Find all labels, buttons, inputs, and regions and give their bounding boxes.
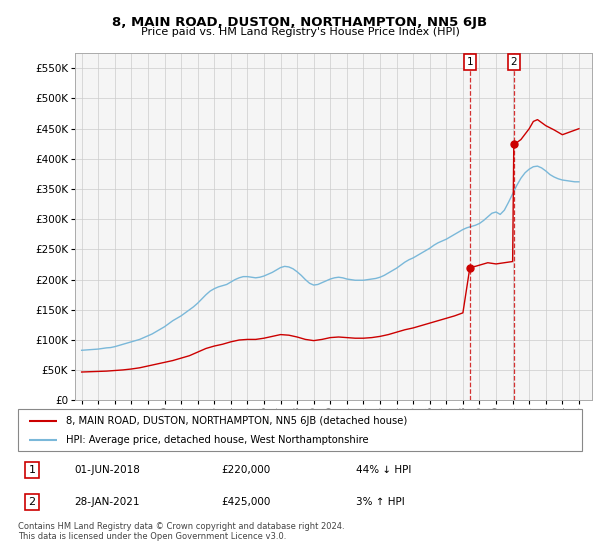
FancyBboxPatch shape	[18, 409, 582, 451]
Text: 44% ↓ HPI: 44% ↓ HPI	[356, 465, 412, 475]
Text: 1: 1	[467, 57, 473, 67]
Text: £425,000: £425,000	[221, 497, 271, 507]
Text: 01-JUN-2018: 01-JUN-2018	[74, 465, 140, 475]
Text: £220,000: £220,000	[221, 465, 270, 475]
Text: Contains HM Land Registry data © Crown copyright and database right 2024.
This d: Contains HM Land Registry data © Crown c…	[18, 522, 344, 542]
Text: 8, MAIN ROAD, DUSTON, NORTHAMPTON, NN5 6JB (detached house): 8, MAIN ROAD, DUSTON, NORTHAMPTON, NN5 6…	[66, 416, 407, 426]
Text: 1: 1	[29, 465, 35, 475]
Text: Price paid vs. HM Land Registry's House Price Index (HPI): Price paid vs. HM Land Registry's House …	[140, 27, 460, 37]
Text: 28-JAN-2021: 28-JAN-2021	[74, 497, 140, 507]
Text: 3% ↑ HPI: 3% ↑ HPI	[356, 497, 405, 507]
Text: 8, MAIN ROAD, DUSTON, NORTHAMPTON, NN5 6JB: 8, MAIN ROAD, DUSTON, NORTHAMPTON, NN5 6…	[112, 16, 488, 29]
Text: 2: 2	[29, 497, 35, 507]
Text: HPI: Average price, detached house, West Northamptonshire: HPI: Average price, detached house, West…	[66, 435, 368, 445]
Text: 2: 2	[511, 57, 517, 67]
